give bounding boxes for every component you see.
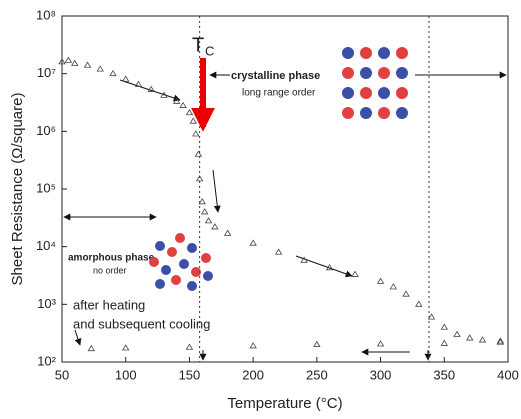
data-point xyxy=(185,343,194,350)
data-point xyxy=(58,58,66,65)
data-point xyxy=(185,108,194,116)
y-tick-label: 10⁷ xyxy=(37,65,56,80)
data-point xyxy=(189,117,197,124)
annotation: long range order xyxy=(242,88,316,99)
data-point xyxy=(453,330,461,337)
data-point xyxy=(389,283,398,290)
y-tick-label: 10⁴ xyxy=(36,238,56,253)
data-point xyxy=(134,80,143,87)
arrow xyxy=(74,329,82,346)
data-point xyxy=(402,290,410,297)
data-point xyxy=(192,130,200,137)
annotation: crystalline phase xyxy=(231,70,320,82)
data-point xyxy=(313,340,321,348)
data-point xyxy=(249,239,257,246)
data-point xyxy=(440,339,448,346)
data-point xyxy=(160,91,168,98)
data-point xyxy=(194,150,203,157)
data-point xyxy=(195,175,204,182)
x-tick-label: 100 xyxy=(115,367,137,382)
data-point xyxy=(351,270,359,277)
data-point xyxy=(478,336,487,343)
data-point xyxy=(427,313,436,320)
arrow xyxy=(295,255,353,278)
data-point xyxy=(300,256,308,263)
data-point xyxy=(147,85,155,92)
data-point xyxy=(466,334,474,341)
data-point xyxy=(87,344,96,352)
data-point xyxy=(198,198,206,205)
crystal-icon xyxy=(342,47,408,119)
x-tick-label: 300 xyxy=(370,367,392,382)
y-tick-label: 10⁸ xyxy=(36,7,56,22)
data-point xyxy=(179,101,187,108)
data-point xyxy=(172,97,181,104)
x-tick-label: 200 xyxy=(242,367,264,382)
data-point xyxy=(109,69,117,77)
data-point xyxy=(211,223,219,230)
y-tick-label: 10³ xyxy=(37,296,56,311)
tc-label: T xyxy=(192,34,204,56)
data-point xyxy=(71,59,79,66)
annotation: and subsequent cooling xyxy=(73,316,210,331)
data-point xyxy=(325,264,334,271)
data-point xyxy=(96,65,104,72)
annotation: no order xyxy=(93,265,127,275)
x-tick-label: 150 xyxy=(179,367,201,382)
x-tick-label: 400 xyxy=(497,367,519,382)
data-point xyxy=(83,61,92,68)
data-point xyxy=(204,217,213,224)
arrow xyxy=(212,169,221,213)
annotation: amorphous phase xyxy=(68,253,155,264)
data-point xyxy=(376,340,385,347)
x-tick-label: 50 xyxy=(55,367,69,382)
arrow xyxy=(119,79,181,102)
y-axis-label: Sheet Resistance (Ω/square) xyxy=(9,93,26,286)
data-point xyxy=(122,344,130,351)
y-tick-label: 10⁶ xyxy=(36,123,56,138)
tc-subscript: C xyxy=(205,43,214,58)
data-point xyxy=(376,277,385,284)
x-axis-label: Temperature (°C) xyxy=(227,395,342,412)
amorphous-icon xyxy=(149,233,213,291)
y-tick-label: 10² xyxy=(37,353,56,368)
data-point xyxy=(496,338,505,345)
x-tick-label: 250 xyxy=(306,367,328,382)
y-tick-label: 10⁵ xyxy=(36,180,56,195)
data-point xyxy=(274,248,283,255)
data-point xyxy=(440,323,448,330)
data-point xyxy=(249,342,257,349)
annotation: after heating xyxy=(73,297,145,312)
data-point xyxy=(201,208,209,215)
data-point xyxy=(64,56,73,63)
data-point xyxy=(223,229,232,236)
data-point xyxy=(122,75,130,82)
data-point xyxy=(496,337,505,344)
data-point xyxy=(415,300,423,307)
x-tick-label: 350 xyxy=(433,367,455,382)
